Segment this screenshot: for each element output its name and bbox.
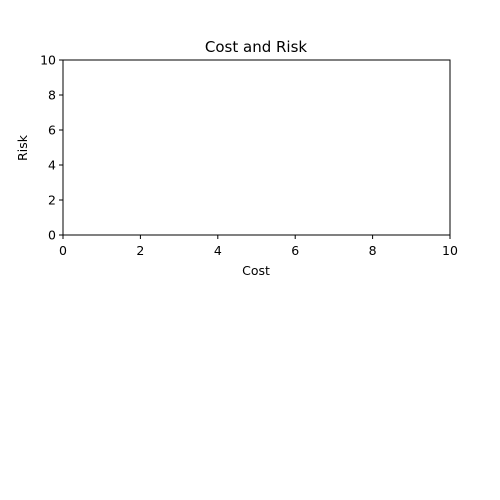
- y-tick-label: 0: [48, 228, 56, 243]
- plot-background: [63, 60, 450, 235]
- y-tick-label: 8: [48, 88, 56, 103]
- y-axis-label: Risk: [15, 134, 30, 161]
- x-tick-label: 0: [59, 243, 67, 258]
- y-tick-label: 4: [48, 158, 56, 173]
- y-tick-label: 2: [48, 193, 56, 208]
- x-tick-label: 2: [136, 243, 144, 258]
- y-axis-ticks: 0 2 4 6 8 10: [40, 53, 63, 243]
- x-tick-label: 10: [442, 243, 458, 258]
- x-tick-label: 8: [369, 243, 377, 258]
- x-axis-label: Cost: [242, 263, 270, 278]
- x-tick-label: 4: [214, 243, 222, 258]
- x-axis-ticks: 0 2 4 6 8 10: [59, 235, 458, 258]
- y-tick-label: 6: [48, 123, 56, 138]
- x-tick-label: 6: [291, 243, 299, 258]
- plot-area: [63, 60, 450, 235]
- chart-title: Cost and Risk: [205, 38, 308, 56]
- plot-frame: [62, 59, 451, 236]
- y-tick-label: 10: [40, 53, 56, 68]
